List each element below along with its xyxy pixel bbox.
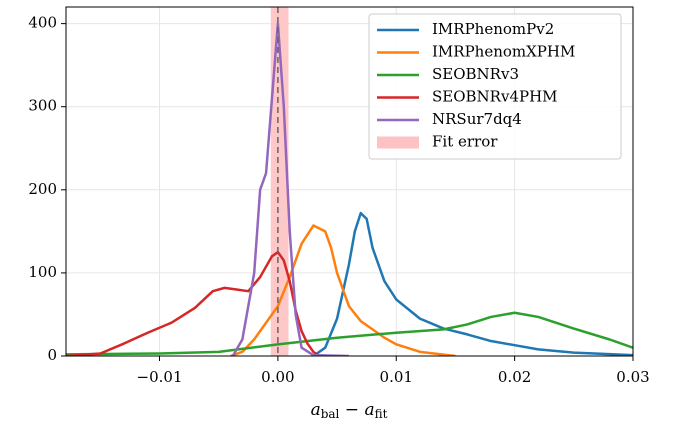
ticks: −0.01 0.00 0.01 0.02 0.03 0 100 200 300 400 (28, 14, 649, 386)
y-tick-label: 100 (28, 263, 57, 281)
legend-label: SEOBNRv3 (432, 65, 519, 83)
x-label-sub: bal (321, 407, 340, 421)
legend-label: SEOBNRv4PHM (432, 88, 558, 106)
legend-swatch (377, 136, 419, 149)
x-label-op: − (339, 400, 364, 420)
x-tick-label: 0.00 (261, 368, 294, 386)
density-line (231, 22, 349, 356)
density-line (66, 250, 321, 356)
x-label-sub: fit (375, 407, 388, 421)
y-tick-label: 300 (28, 97, 57, 115)
x-tick-label: −0.01 (137, 368, 183, 386)
density-line (230, 224, 456, 356)
y-tick-label: 400 (28, 14, 57, 32)
legend-label: IMRPhenomXPHM (432, 43, 575, 61)
legend-label: IMRPhenomPv2 (432, 20, 554, 38)
density-line (312, 211, 633, 356)
legend-box (368, 13, 622, 160)
plot-area (66, 7, 633, 356)
x-label-part: a (311, 400, 321, 420)
legend: IMRPhenomPv2 IMRPhenomXPHM SEOBNRv3 SEOBNRv… (368, 13, 622, 160)
x-axis-label: abal − afit (311, 400, 388, 421)
x-tick-label: 0.03 (616, 368, 649, 386)
x-tick-label: 0.01 (380, 368, 413, 386)
y-tick-label: 200 (28, 180, 57, 198)
y-tick-label: 0 (47, 346, 57, 364)
x-tick-label: 0.02 (498, 368, 531, 386)
legend-label: Fit error (432, 133, 498, 151)
density-line (66, 311, 633, 356)
legend-label: NRSur7dq4 (432, 110, 522, 128)
axes-frame (65, 6, 634, 357)
x-label-part: a (364, 400, 374, 420)
